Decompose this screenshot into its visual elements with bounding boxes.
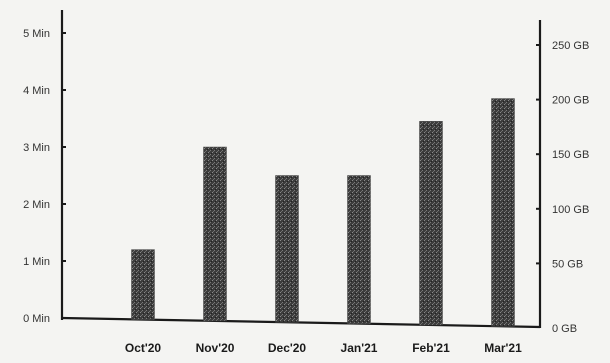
right-tick-label: 100 GB [552, 204, 589, 216]
right-tick-label: 150 GB [552, 149, 589, 161]
category-label: Oct'20 [125, 341, 162, 355]
category-label: Dec'20 [268, 341, 307, 355]
bars-group [131, 98, 515, 327]
bar-0 [131, 249, 155, 320]
right-tick-label: 50 GB [552, 258, 583, 270]
left-y-axis: 0 Min 1 Min 2 Min 3 Min 4 Min 5 Min [23, 10, 66, 325]
right-tick-label: 250 GB [552, 40, 589, 52]
category-label: Nov'20 [196, 341, 235, 355]
bar-3 [347, 175, 371, 324]
bar-5 [491, 98, 515, 327]
right-tick-label: 200 GB [552, 95, 589, 107]
category-labels: Oct'20 Nov'20 Dec'20 Jan'21 Feb'21 Mar'21 [125, 341, 522, 355]
category-label: Feb'21 [412, 341, 450, 355]
left-tick-label: 4 Min [23, 85, 50, 97]
left-tick-label: 2 Min [23, 199, 50, 211]
bar-2 [275, 175, 299, 323]
left-tick-label: 1 Min [23, 256, 50, 268]
left-tick-label: 0 Min [23, 313, 50, 325]
category-label: Jan'21 [341, 341, 378, 355]
right-y-axis: 0 GB 50 GB 100 GB 150 GB 200 GB 250 GB [536, 20, 589, 335]
left-tick-label: 5 Min [23, 28, 50, 40]
category-label: Mar'21 [484, 341, 522, 355]
bar-1 [203, 146, 227, 322]
right-tick-label: 0 GB [552, 323, 577, 335]
bar-4 [419, 121, 443, 326]
left-tick-label: 3 Min [23, 142, 50, 154]
